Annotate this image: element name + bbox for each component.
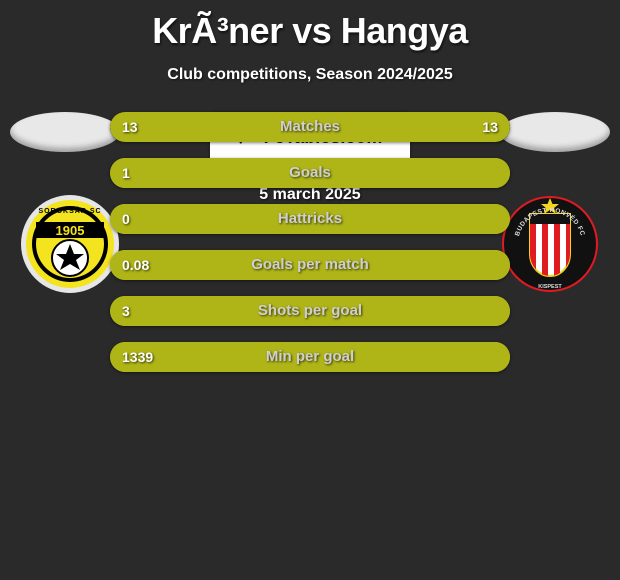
stat-label: Goals per match: [110, 250, 510, 280]
stat-row: 3Shots per goal: [110, 296, 510, 326]
stat-bars: 13Matches13 1Goals 0Hattricks 0.08Goals per…: [110, 112, 510, 388]
stat-value-right: 13: [482, 112, 498, 142]
svg-text:1905: 1905: [56, 223, 85, 238]
stat-label: Hattricks: [110, 204, 510, 234]
stat-label: Matches: [110, 112, 510, 142]
stat-row: 13Matches13: [110, 112, 510, 142]
stat-row: 1339Min per goal: [110, 342, 510, 372]
stat-row: 0Hattricks: [110, 204, 510, 234]
soroksar-badge-icon: 1905 SOROKSÁR SC: [20, 194, 120, 294]
svg-text:SOROKSÁR SC: SOROKSÁR SC: [38, 206, 101, 215]
stat-label: Shots per goal: [110, 296, 510, 326]
svg-text:KISPEST: KISPEST: [538, 284, 562, 290]
flag-right-placeholder: [500, 112, 610, 152]
stat-row: 0.08Goals per match: [110, 250, 510, 280]
flag-left-placeholder: [10, 112, 120, 152]
club-badge-right: KISPEST BUDAPEST HONVÉD FC: [500, 194, 600, 294]
stat-label: Goals: [110, 158, 510, 188]
stat-label: Min per goal: [110, 342, 510, 372]
subtitle: Club competitions, Season 2024/2025: [0, 66, 620, 84]
page-title: KrÃ³ner vs Hangya: [0, 0, 620, 52]
club-badge-left: 1905 SOROKSÁR SC: [20, 194, 120, 294]
honved-badge-icon: KISPEST BUDAPEST HONVÉD FC: [500, 194, 600, 294]
stat-row: 1Goals: [110, 158, 510, 188]
